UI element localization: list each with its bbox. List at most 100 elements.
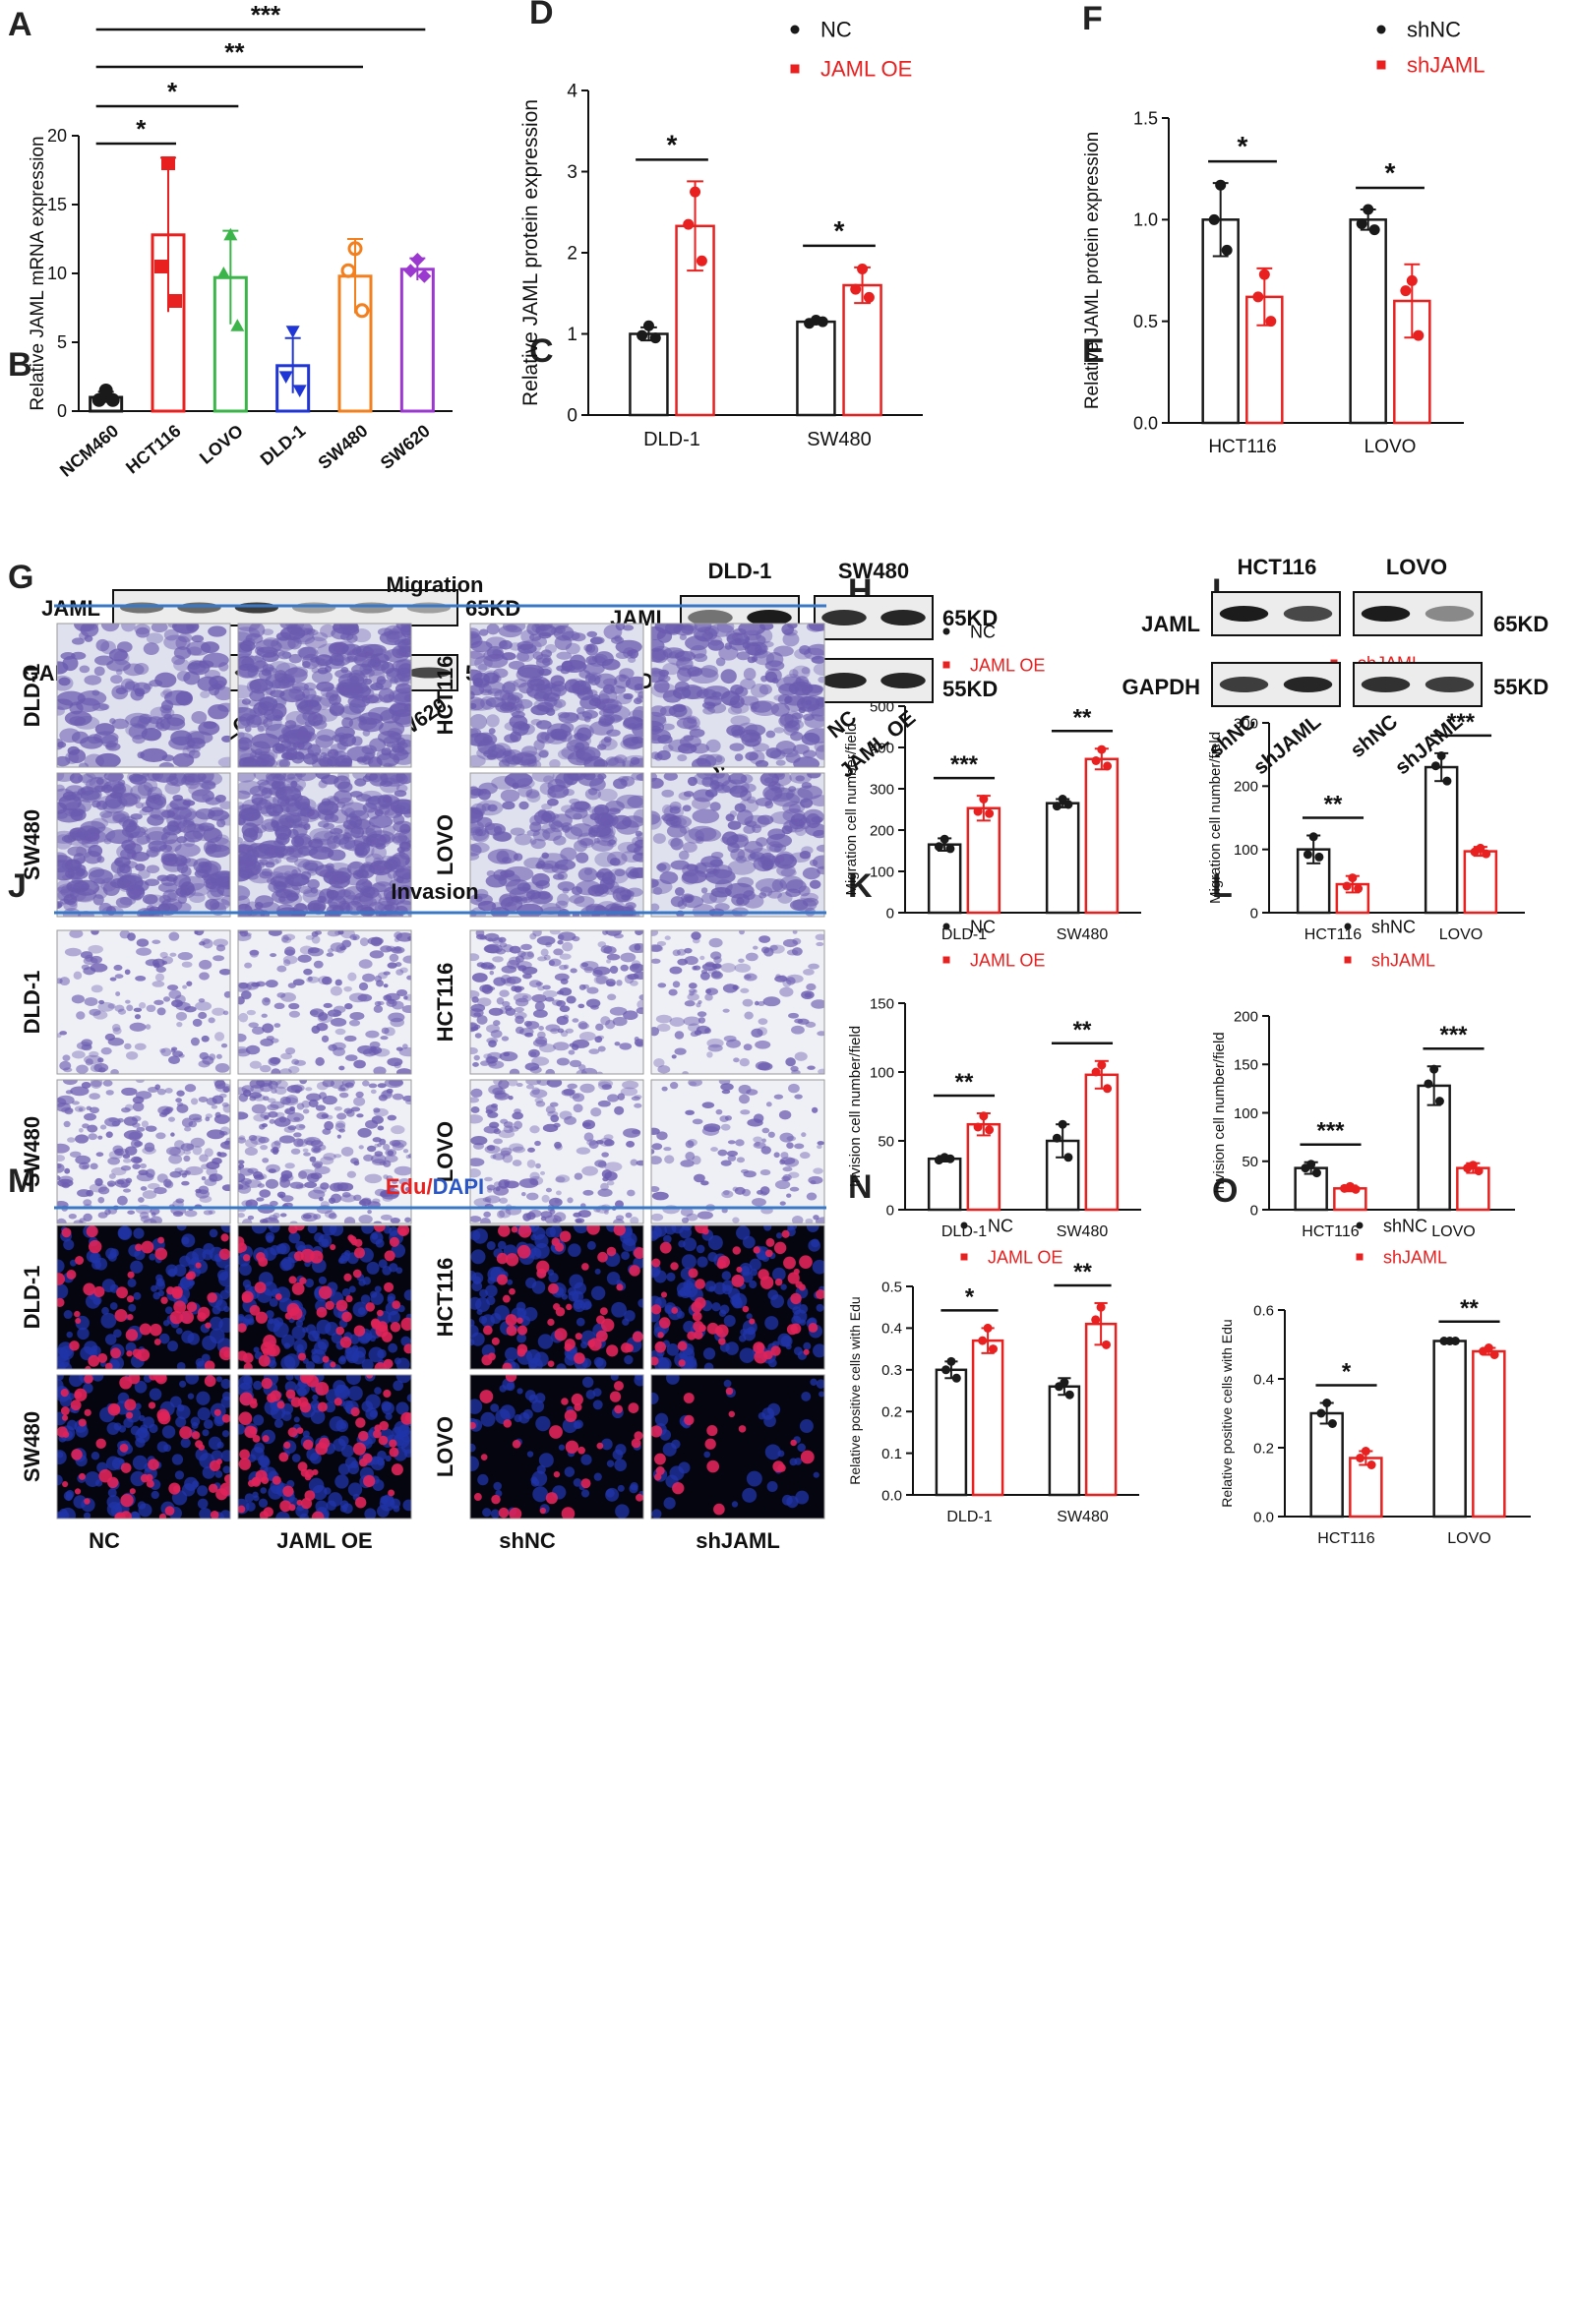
stained-cell [268, 930, 282, 936]
edu-nucleus [165, 1286, 175, 1295]
stained-cell [731, 833, 749, 843]
dapi-nucleus [209, 1228, 218, 1238]
y-tick-label: 0.2 [1253, 1440, 1274, 1457]
legend-label: shNC [1407, 18, 1461, 42]
micrograph-frame [237, 929, 412, 1075]
stained-cell [142, 894, 158, 905]
micrograph-frame [469, 929, 644, 1075]
data-point [1450, 1337, 1460, 1345]
stained-cell [184, 830, 204, 843]
stained-cell [692, 808, 720, 824]
stained-cell [694, 1030, 702, 1036]
stained-cell [214, 1111, 221, 1118]
stained-cell [256, 1080, 273, 1087]
stained-cell [275, 832, 290, 846]
edu-nucleus [149, 1375, 157, 1381]
stained-cell [83, 1199, 92, 1207]
stained-cell [281, 1097, 299, 1106]
stained-cell [516, 667, 544, 683]
data-point [1103, 761, 1113, 771]
panel-letter-l: L [1212, 867, 1233, 905]
y-tick-label: 0 [1250, 1202, 1258, 1219]
edu-nucleus [78, 1472, 87, 1480]
stained-cell [583, 966, 594, 974]
stained-cell [568, 1049, 576, 1055]
bar [399, 268, 435, 413]
dapi-nucleus [83, 1512, 91, 1519]
stained-cell [753, 945, 758, 950]
stained-cell [381, 1027, 390, 1035]
dapi-nucleus [265, 1310, 274, 1319]
stained-cell [175, 1011, 188, 1021]
stained-cell [566, 773, 583, 781]
data-point [1058, 795, 1067, 804]
dapi-nucleus [220, 1378, 230, 1390]
stained-cell [688, 1080, 702, 1087]
stained-cell [262, 687, 273, 696]
stained-cell [785, 1057, 796, 1067]
stained-cell [801, 1132, 807, 1138]
stained-cell [69, 1151, 82, 1158]
stained-cell [514, 1006, 524, 1013]
edu-nucleus [154, 1247, 168, 1261]
stained-cell [240, 1177, 252, 1185]
stained-cell [174, 843, 201, 858]
stained-cell [607, 1094, 620, 1102]
stained-cell [536, 732, 556, 745]
dapi-nucleus [280, 1355, 296, 1369]
dapi-nucleus [378, 1259, 388, 1269]
stained-cell [791, 947, 803, 956]
stained-cell [784, 720, 801, 733]
stained-cell [122, 1154, 131, 1159]
stained-cell [380, 1036, 389, 1041]
stained-cell [194, 930, 205, 936]
stained-cell [183, 671, 201, 685]
stained-cell [208, 1210, 216, 1215]
stained-cell [253, 1113, 268, 1122]
dapi-nucleus [307, 1225, 318, 1234]
y-tick-label: 15 [47, 195, 67, 214]
stained-cell [771, 855, 785, 864]
significance-label: * [834, 215, 845, 246]
dapi-nucleus [109, 1355, 125, 1369]
stained-cell [362, 862, 374, 868]
stained-cell [212, 1158, 222, 1165]
stained-cell [132, 1102, 145, 1112]
significance-label: * [1385, 157, 1396, 188]
legend-label: NC [820, 18, 852, 42]
edu-nucleus [223, 1474, 230, 1484]
data-point [1327, 1419, 1337, 1428]
significance-label: * [1238, 131, 1248, 161]
stained-cell [84, 753, 105, 767]
edu-nucleus [116, 1286, 129, 1299]
stained-cell [715, 657, 726, 667]
edu-nucleus [403, 1343, 411, 1354]
stained-cell [327, 930, 340, 937]
stained-cell [482, 1197, 492, 1203]
stained-cell [651, 810, 661, 825]
data-point [978, 1336, 988, 1345]
data-point [410, 253, 425, 267]
stained-cell [508, 1095, 514, 1101]
stained-cell [188, 659, 203, 667]
stained-cell [804, 714, 824, 729]
stained-cell [246, 664, 260, 673]
stained-cell [681, 1217, 690, 1223]
stained-cell [330, 827, 343, 835]
stained-cell [238, 931, 252, 941]
stained-cell [116, 863, 133, 879]
panel-letter-n: N [848, 1168, 873, 1206]
stained-cell [57, 1033, 62, 1039]
stained-cell [470, 627, 480, 639]
edu-nucleus [57, 1273, 66, 1285]
stained-cell [394, 1165, 411, 1176]
stained-cell [749, 852, 765, 861]
stained-cell [192, 1145, 203, 1156]
stained-cell [340, 930, 355, 939]
stained-cell [493, 1128, 501, 1135]
stained-cell [609, 1006, 628, 1016]
panel-letter-g: G [8, 559, 33, 596]
stained-cell [515, 997, 529, 1007]
stained-cell [288, 653, 302, 664]
